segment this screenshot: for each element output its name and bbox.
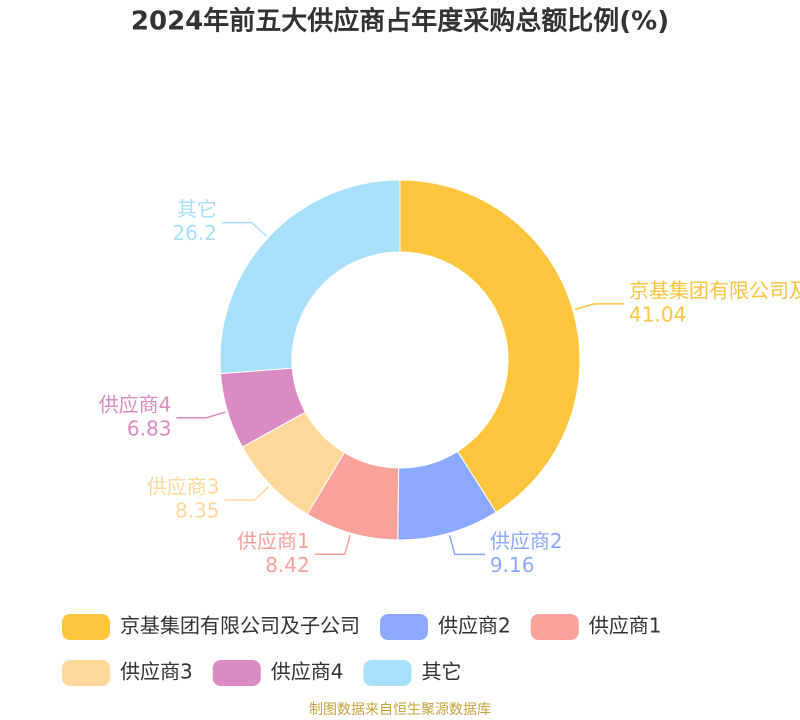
- legend-swatch: [212, 660, 261, 686]
- slice-value: 8.42: [265, 553, 310, 577]
- slice-label: 供应商1: [237, 529, 310, 553]
- legend-label: 供应商4: [271, 660, 344, 684]
- leader-line: [448, 534, 485, 556]
- legend-swatch: [380, 614, 428, 640]
- leader-line: [314, 534, 351, 556]
- slice-value: 26.2: [172, 221, 217, 245]
- slice-value: 6.83: [127, 416, 172, 440]
- slice-label: 供应商4: [99, 392, 172, 416]
- donut-slice: [399, 179, 581, 513]
- legend-label: 供应商2: [438, 614, 511, 638]
- slice-label: 供应商2: [490, 529, 563, 553]
- legend-swatch: [530, 614, 579, 640]
- leader-line: [224, 485, 270, 501]
- donut-slice: [219, 179, 401, 375]
- source-note: 制图数据来自恒生聚源数据库: [309, 702, 491, 718]
- slice-label: 其它: [177, 197, 217, 221]
- leader-line: [221, 221, 268, 237]
- slice-label: 供应商3: [147, 475, 220, 499]
- slice-value: 8.35: [175, 499, 220, 523]
- legend-label: 京基集团有限公司及子公司: [120, 614, 360, 638]
- legend-swatch: [62, 660, 110, 686]
- legend-label: 其它: [421, 660, 461, 684]
- legend-label: 供应商1: [589, 614, 662, 638]
- legend-label: 供应商3: [120, 660, 193, 684]
- legend-swatch: [363, 660, 412, 686]
- slice-value: 9.16: [490, 553, 535, 577]
- slice-label: 京基集团有限公司及子公司: [629, 278, 800, 302]
- legend-swatch: [62, 614, 110, 640]
- slice-value: 41.04: [629, 302, 686, 326]
- chart-title: 2024年前五大供应商占年度采购总额比例(%): [131, 6, 669, 37]
- leader-line: [574, 303, 625, 311]
- leader-line: [176, 411, 226, 419]
